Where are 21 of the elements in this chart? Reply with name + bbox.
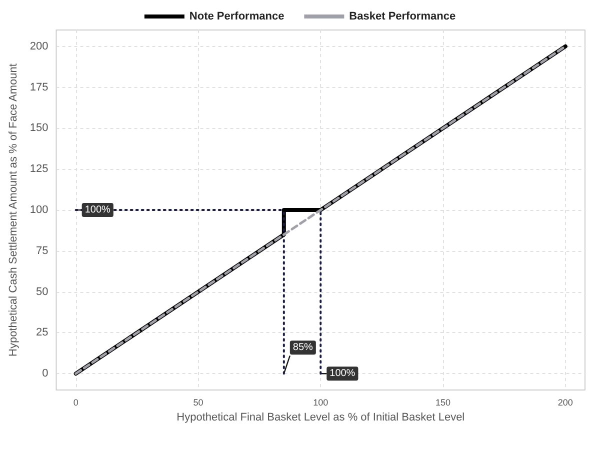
legend-label: Basket Performance	[349, 10, 456, 22]
y-tick-label: 175	[30, 81, 48, 94]
y-tick-label: 50	[36, 286, 48, 298]
annotation: 100%	[84, 204, 111, 216]
x-tick-label: 100	[313, 398, 328, 408]
annotation: 85%	[292, 342, 314, 354]
y-tick-label: 125	[30, 163, 48, 176]
y-tick-label: 0	[42, 368, 48, 380]
y-tick-label: 150	[30, 122, 48, 134]
x-tick-label: 200	[558, 398, 573, 408]
x-tick-label: 0	[73, 398, 78, 408]
y-tick-label: 75	[36, 244, 48, 257]
y-tick-label: 200	[30, 40, 48, 52]
legend-label: Note Performance	[189, 10, 284, 22]
x-axis-title: Hypothetical Final Basket Level as % of Initial Basket Level	[176, 411, 465, 424]
annotation: 100%	[330, 368, 356, 380]
y-tick-label: 25	[36, 326, 48, 339]
x-tick-label: 150	[436, 398, 451, 408]
x-tick-label: 50	[193, 398, 204, 408]
y-tick-label: 100	[30, 204, 48, 216]
y-axis-title: Hypothetical Cash Settlement Amount as % of Face Amount	[8, 64, 20, 356]
